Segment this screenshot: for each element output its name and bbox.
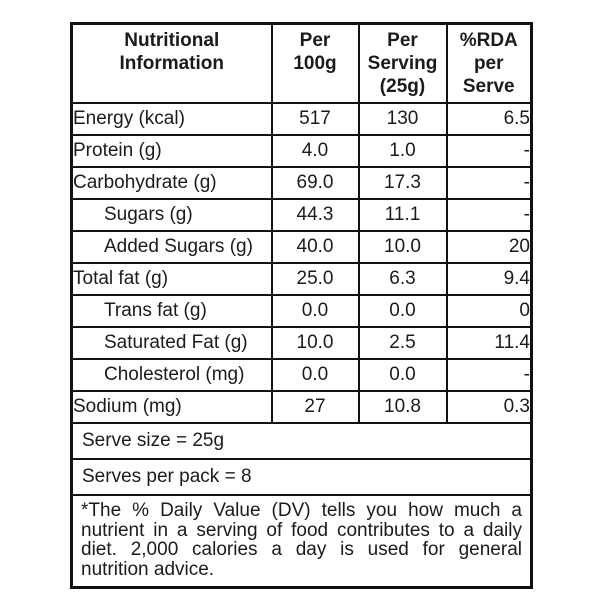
rda-value: -: [445, 198, 533, 232]
row-total-fat: Total fat (g) 25.0 6.3 9.4: [70, 262, 533, 296]
header-per-serving: Per Serving (25g): [357, 22, 448, 104]
rda-value: 0.3: [445, 390, 533, 424]
row-energy: Energy (kcal) 517 130 6.5: [70, 102, 533, 136]
row-carbohydrate: Carbohydrate (g) 69.0 17.3 -: [70, 166, 533, 200]
row-footnote: *The % Daily Value (DV) tells you how mu…: [70, 494, 533, 589]
rda-value: 11.4: [445, 326, 533, 360]
per-100g-value: 4.0: [270, 134, 360, 168]
row-saturated-fat: Saturated Fat (g) 10.0 2.5 11.4: [70, 326, 533, 360]
per-100g-value: 40.0: [270, 230, 360, 264]
serves-per-pack-text: Serves per pack = 8: [70, 458, 533, 496]
row-sodium: Sodium (mg) 27 10.8 0.3: [70, 390, 533, 424]
nutrient-label: Energy (kcal): [70, 102, 273, 136]
row-protein: Protein (g) 4.0 1.0 -: [70, 134, 533, 168]
per-100g-value: 0.0: [270, 294, 360, 328]
per-serving-value: 11.1: [357, 198, 448, 232]
header-rda-per-serve: %RDA per Serve: [445, 22, 533, 104]
nutrient-label: Added Sugars (g): [70, 230, 273, 264]
per-100g-value: 10.0: [270, 326, 360, 360]
per-100g-value: 69.0: [270, 166, 360, 200]
serve-size-text: Serve size = 25g: [70, 422, 533, 460]
per-serving-value: 130: [357, 102, 448, 136]
rda-value: -: [445, 166, 533, 200]
row-serve-size: Serve size = 25g: [70, 422, 533, 460]
per-100g-value: 44.3: [270, 198, 360, 232]
per-serving-value: 0.0: [357, 358, 448, 392]
per-serving-value: 0.0: [357, 294, 448, 328]
per-100g-value: 0.0: [270, 358, 360, 392]
per-100g-value: 25.0: [270, 262, 360, 296]
row-cholesterol: Cholesterol (mg) 0.0 0.0 -: [70, 358, 533, 392]
row-trans-fat: Trans fat (g) 0.0 0.0 0: [70, 294, 533, 328]
header-row: Nutritional Information Per 100g Per Ser…: [70, 22, 533, 104]
per-serving-value: 1.0: [357, 134, 448, 168]
rda-value: -: [445, 358, 533, 392]
nutrient-label: Cholesterol (mg): [70, 358, 273, 392]
nutrient-label: Protein (g): [70, 134, 273, 168]
per-serving-value: 17.3: [357, 166, 448, 200]
nutrient-label: Sugars (g): [70, 198, 273, 232]
per-serving-value: 10.8: [357, 390, 448, 424]
nutrient-label: Trans fat (g): [70, 294, 273, 328]
nutrient-label: Saturated Fat (g): [70, 326, 273, 360]
row-serves-per-pack: Serves per pack = 8: [70, 458, 533, 496]
nutrient-label: Sodium (mg): [70, 390, 273, 424]
rda-value: 9.4: [445, 262, 533, 296]
daily-value-footnote: *The % Daily Value (DV) tells you how mu…: [70, 494, 533, 589]
rda-value: 0: [445, 294, 533, 328]
per-serving-value: 6.3: [357, 262, 448, 296]
nutrition-table: Nutritional Information Per 100g Per Ser…: [70, 22, 533, 589]
nutrient-label: Total fat (g): [70, 262, 273, 296]
per-100g-value: 517: [270, 102, 360, 136]
rda-value: -: [445, 134, 533, 168]
per-serving-value: 10.0: [357, 230, 448, 264]
rda-value: 6.5: [445, 102, 533, 136]
header-nutritional-information: Nutritional Information: [70, 22, 273, 104]
row-added-sugars: Added Sugars (g) 40.0 10.0 20: [70, 230, 533, 264]
nutrient-label: Carbohydrate (g): [70, 166, 273, 200]
rda-value: 20: [445, 230, 533, 264]
per-100g-value: 27: [270, 390, 360, 424]
per-serving-value: 2.5: [357, 326, 448, 360]
header-per-100g: Per 100g: [270, 22, 360, 104]
row-sugars: Sugars (g) 44.3 11.1 -: [70, 198, 533, 232]
